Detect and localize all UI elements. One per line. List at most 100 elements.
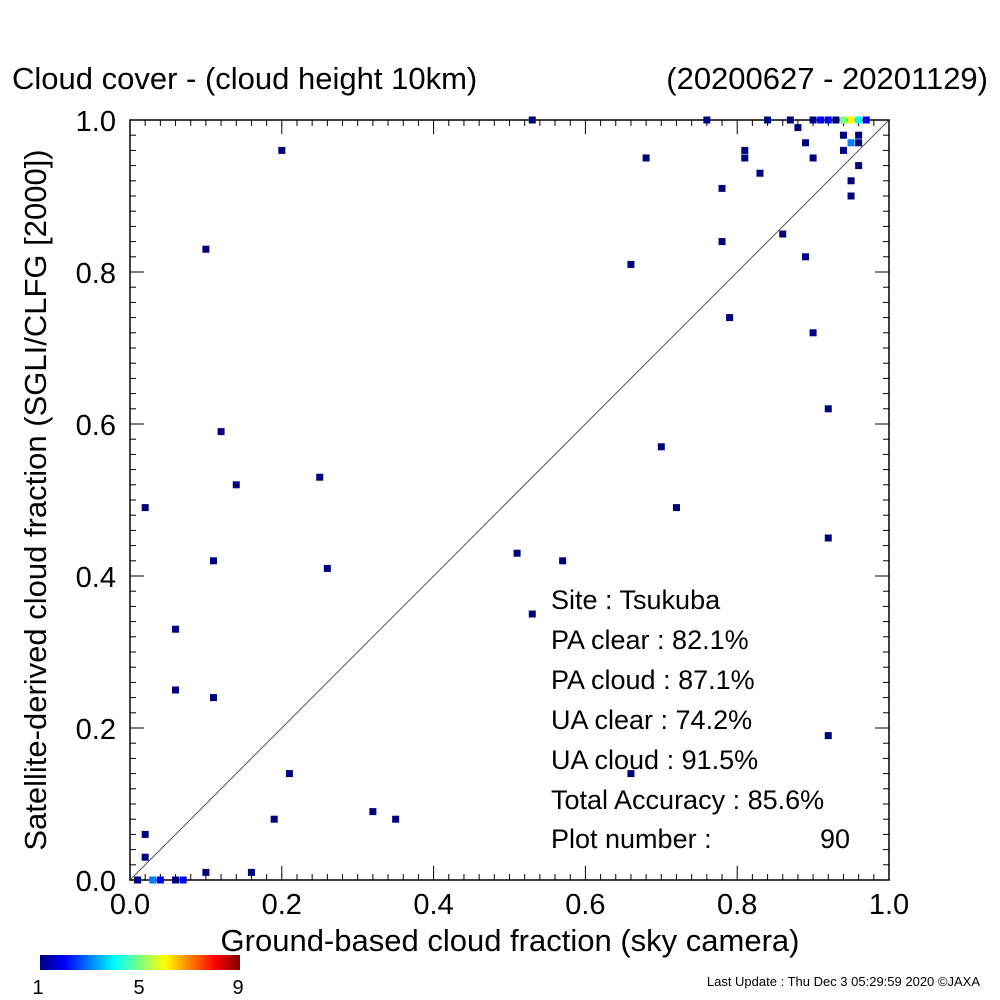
data-point [832, 116, 840, 124]
data-point [141, 830, 149, 838]
data-point [847, 177, 855, 185]
colorbar-label-min: 1 [32, 977, 43, 999]
data-point [786, 116, 794, 124]
colorbar [40, 955, 240, 970]
data-points [134, 116, 870, 884]
data-point [855, 116, 863, 124]
axis-ticks [129, 119, 890, 881]
stat-pa-cloud: PA cloud : 87.1% [551, 665, 755, 695]
colorbar-label-mid: 5 [133, 977, 144, 999]
data-point [802, 139, 810, 147]
data-point [824, 732, 832, 740]
data-point [809, 116, 817, 124]
y-axis-label: Satellite-derived cloud fraction (SGLI/C… [18, 149, 53, 850]
data-point [149, 876, 157, 884]
data-point [316, 473, 324, 481]
data-point [855, 162, 863, 170]
data-point [741, 154, 749, 162]
data-point [824, 534, 832, 542]
stat-plot-number-value: 90 [820, 824, 850, 854]
x-tick-label: 0.8 [717, 889, 757, 921]
data-point [862, 116, 870, 124]
stat-site: Site : Tsukuba [551, 585, 721, 615]
data-point [172, 876, 180, 884]
stat-pa-clear: PA clear : 82.1% [551, 625, 749, 655]
y-tick-label: 1.0 [76, 106, 116, 138]
data-point [156, 876, 164, 884]
data-point [278, 146, 286, 154]
data-point [172, 686, 180, 694]
data-point [672, 504, 680, 512]
x-tick-label: 0.0 [110, 889, 150, 921]
data-point [172, 625, 180, 633]
data-point [809, 154, 817, 162]
data-point [718, 238, 726, 246]
data-point [247, 868, 255, 876]
data-point [855, 139, 863, 147]
data-point [779, 230, 787, 238]
data-point [559, 557, 567, 565]
data-point [839, 146, 847, 154]
data-point [141, 853, 149, 861]
data-point [513, 549, 521, 557]
data-point [217, 428, 225, 436]
data-point [817, 116, 825, 124]
data-point [209, 557, 217, 565]
data-point [642, 154, 650, 162]
x-tick-labels: 0.0 0.2 0.4 0.6 0.8 1.0 [110, 889, 909, 921]
data-point [627, 770, 635, 778]
data-point [528, 116, 536, 124]
data-point [839, 131, 847, 139]
y-tick-labels: 0.0 0.2 0.4 0.6 0.8 1.0 [76, 106, 116, 898]
data-point [726, 314, 734, 322]
data-point [657, 443, 665, 451]
data-point [209, 694, 217, 702]
y-tick-label: 0.4 [76, 562, 116, 594]
data-point [270, 815, 278, 823]
data-point [741, 146, 749, 154]
data-point [847, 139, 855, 147]
data-point [855, 131, 863, 139]
x-axis-label: Ground-based cloud fraction (sky camera) [221, 923, 800, 958]
data-point [764, 116, 772, 124]
last-update-footer: Last Update : Thu Dec 3 05:29:59 2020 ©J… [707, 974, 980, 989]
data-point [794, 124, 802, 132]
data-point [323, 564, 331, 572]
data-point [369, 808, 377, 816]
data-point [202, 245, 210, 253]
data-point [202, 868, 210, 876]
data-point [839, 116, 847, 124]
data-point [392, 815, 400, 823]
stat-ua-cloud: UA cloud : 91.5% [551, 745, 758, 775]
data-point [627, 260, 635, 268]
data-point [285, 770, 293, 778]
y-tick-label: 0.8 [76, 258, 116, 290]
stat-plot-number-label: Plot number : [551, 824, 712, 854]
data-point [802, 253, 810, 261]
chart-title: Cloud cover - (cloud height 10km) [12, 61, 477, 96]
x-tick-label: 0.4 [413, 889, 453, 921]
data-point [824, 116, 832, 124]
data-point [134, 876, 142, 884]
x-tick-label: 0.2 [262, 889, 302, 921]
data-point [528, 610, 536, 618]
colorbar-label-max: 9 [232, 977, 243, 999]
y-tick-label: 0.6 [76, 410, 116, 442]
stat-ua-clear: UA clear : 74.2% [551, 705, 752, 735]
chart-period: (20200627 - 20201129) [666, 61, 988, 96]
y-tick-label: 0.2 [76, 714, 116, 746]
data-point [718, 184, 726, 192]
one-to-one-line [129, 119, 890, 881]
data-point [847, 116, 855, 124]
stats-panel: Site : Tsukuba PA clear : 82.1% PA cloud… [551, 585, 850, 854]
data-point [809, 329, 817, 337]
data-point [232, 481, 240, 489]
x-tick-label: 0.6 [565, 889, 605, 921]
x-tick-label: 1.0 [869, 889, 909, 921]
y-tick-label: 0.0 [76, 866, 116, 898]
data-point [847, 192, 855, 200]
data-point [824, 405, 832, 413]
data-point [179, 876, 187, 884]
data-point [703, 116, 711, 124]
